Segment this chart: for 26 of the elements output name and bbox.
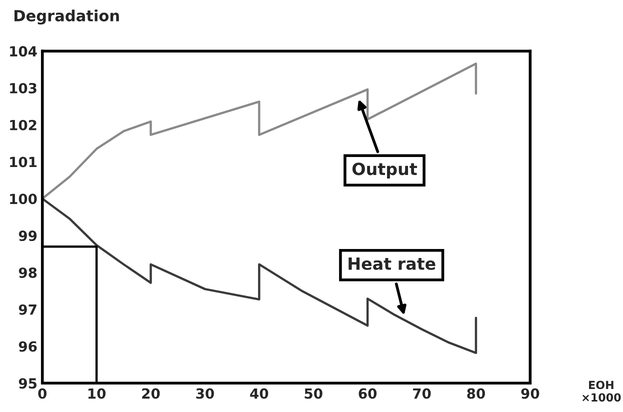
line-series bbox=[42, 198, 478, 354]
y-tick-label: 99 bbox=[18, 230, 37, 242]
line-series bbox=[42, 62, 478, 200]
x-tick-label: 20 bbox=[142, 388, 160, 399]
y-tick-label: 101 bbox=[10, 156, 37, 168]
chart-title: Degradation bbox=[14, 10, 119, 25]
x-tick-label: 30 bbox=[196, 388, 214, 399]
text: Heat rate bbox=[348, 258, 436, 270]
y-tick-label: 102 bbox=[10, 120, 36, 130]
x-tick-label: 60 bbox=[358, 388, 377, 399]
x-tick-label: 50 bbox=[304, 388, 322, 399]
x-tick-label: 0 bbox=[38, 388, 47, 399]
x-tick-label: 80 bbox=[467, 388, 485, 399]
y-tick-label: 95 bbox=[18, 378, 37, 389]
y-tick-label: 98 bbox=[18, 267, 37, 278]
x-tick-label: 90 bbox=[521, 388, 540, 399]
text: Output bbox=[352, 162, 418, 178]
y-tick-label: 104 bbox=[10, 46, 37, 57]
y-tick-label: 97 bbox=[18, 304, 36, 315]
x-axis-title: EOH ×1000 bbox=[582, 380, 621, 402]
x-tick-label: 10 bbox=[88, 388, 106, 399]
y-tick-label: 103 bbox=[10, 82, 36, 94]
x-tick-label: 70 bbox=[413, 388, 431, 399]
y-tick-label: 96 bbox=[18, 341, 37, 352]
x-tick-label: 40 bbox=[250, 388, 268, 399]
y-tick-label: 100 bbox=[10, 194, 37, 204]
